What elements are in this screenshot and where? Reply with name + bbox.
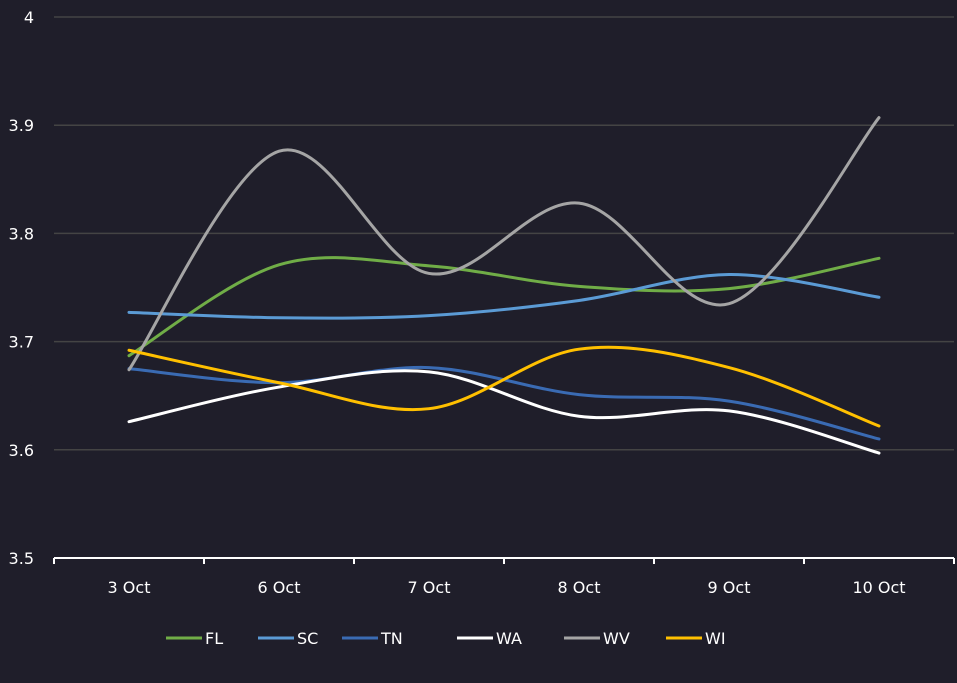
- y-tick-label: 3.5: [9, 549, 34, 568]
- series-lines: [127, 116, 881, 455]
- legend-item-wv: WV: [564, 629, 630, 648]
- legend-label: SC: [297, 629, 318, 648]
- series-line-sc: [127, 273, 881, 320]
- x-axis: 3 Oct 6 Oct 7 Oct 8 Oct 9 Oct 10 Oct: [53, 557, 955, 597]
- series-line-wi: [127, 345, 881, 428]
- series-line-wa: [127, 369, 881, 455]
- legend-item-wa: WA: [457, 629, 522, 648]
- legend-item-tn: TN: [342, 629, 403, 648]
- gridlines: [54, 16, 954, 451]
- x-tick-label: 6 Oct: [258, 578, 301, 597]
- legend-item-sc: SC: [258, 629, 318, 648]
- y-tick-label: 3.8: [9, 224, 34, 243]
- legend-label: FL: [205, 629, 223, 648]
- legend-label: WV: [603, 629, 630, 648]
- y-tick-label: 3.9: [9, 116, 34, 135]
- legend-label: WI: [705, 629, 726, 648]
- x-tick-label: 8 Oct: [558, 578, 601, 597]
- y-tick-label: 3.7: [9, 333, 34, 352]
- x-tick-label: 3 Oct: [108, 578, 151, 597]
- series-line-fl: [127, 256, 881, 358]
- legend-item-fl: FL: [166, 629, 223, 648]
- y-axis-ticks: 3.5 3.6 3.7 3.8 3.9 4: [9, 8, 34, 568]
- x-tick-label: 7 Oct: [408, 578, 451, 597]
- series-line-wv: [127, 116, 881, 372]
- x-tick-label: 9 Oct: [708, 578, 751, 597]
- legend: FL SC TN WA WV WI: [166, 629, 726, 648]
- legend-item-wi: WI: [666, 629, 726, 648]
- legend-label: TN: [380, 629, 403, 648]
- y-tick-label: 4: [24, 8, 34, 27]
- y-tick-label: 3.6: [9, 441, 34, 460]
- legend-label: WA: [496, 629, 522, 648]
- x-tick-label: 10 Oct: [852, 578, 905, 597]
